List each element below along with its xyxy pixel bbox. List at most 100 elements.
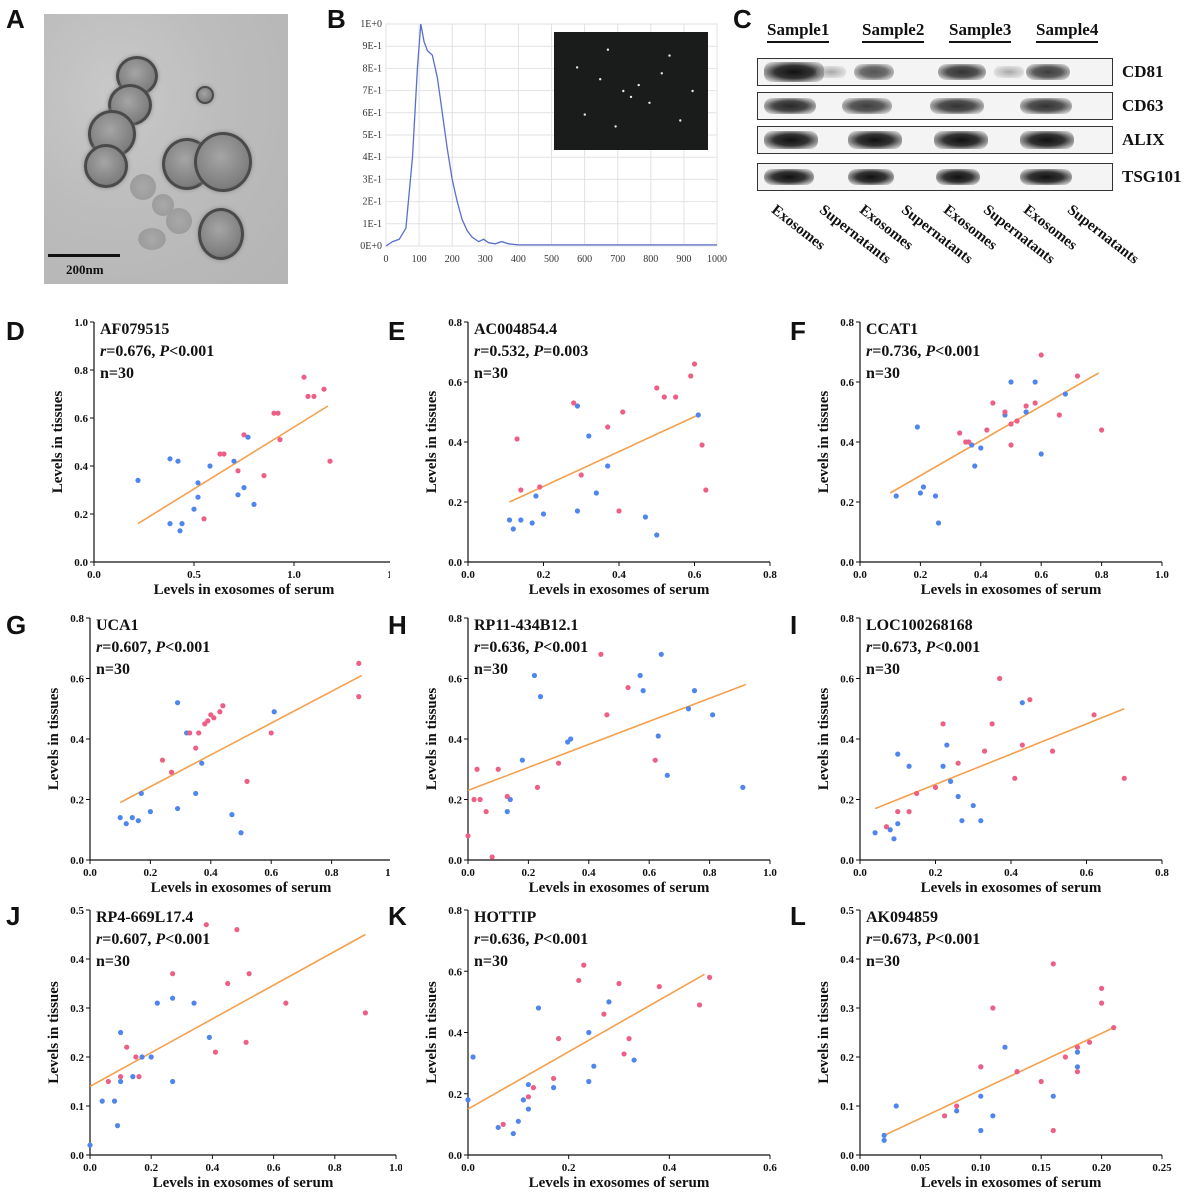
data-point-pink (220, 703, 226, 709)
y-tick-label: 4E-1 (363, 152, 382, 163)
particle-dot (668, 54, 671, 57)
data-point-blue (229, 812, 235, 818)
data-point-blue (235, 492, 241, 498)
y-tick-label: 0.0 (840, 855, 854, 867)
data-point-pink (966, 439, 972, 445)
particle-dot (679, 119, 682, 122)
faint-vesicle (130, 174, 156, 200)
data-point-pink (576, 977, 582, 984)
y-tick-label: 0.2 (448, 497, 462, 509)
y-tick-label: 0.6 (70, 674, 84, 686)
blot-band (1020, 169, 1072, 185)
blot-band (854, 64, 894, 80)
data-point-pink (1049, 748, 1056, 754)
blot-band (764, 98, 816, 114)
y-tick-label: 0.5 (70, 905, 84, 917)
x-tick-label: 0.4 (204, 867, 218, 879)
protein-label-cd63: CD63 (1122, 96, 1164, 115)
data-point-blue (935, 520, 942, 526)
correlation-stat: r=0.676, P<0.001 (100, 343, 214, 360)
y-tick-label: 0.6 (448, 674, 462, 686)
x-tick-label: 200 (445, 254, 460, 265)
sample-label-3: Sample3 (949, 20, 1012, 43)
data-point-pink (305, 393, 311, 399)
y-tick-label: 0.2 (840, 497, 854, 509)
data-point-blue (191, 1000, 197, 1006)
data-point-blue (586, 433, 592, 439)
y-tick-label: 0.4 (840, 734, 854, 746)
x-tick-label: 0.6 (642, 867, 656, 879)
scatter-chart-ccat1: 0.0 0.2 0.4 0.6 0.8 0.0 0.2 0.4 0.6 0.8 1.0 Levels … (816, 317, 1169, 598)
x-tick-label: 0.0 (461, 1162, 475, 1174)
data-point-pink (1121, 775, 1127, 781)
x-tick-label: 0.0 (461, 569, 475, 581)
data-point-pink (1086, 1039, 1093, 1045)
data-point-blue (593, 490, 599, 496)
data-point-blue (1074, 1049, 1081, 1055)
data-point-pink (957, 430, 963, 436)
data-point-blue (470, 1054, 476, 1060)
data-point-blue (515, 1118, 521, 1124)
gene-name: AC004854.4 (474, 321, 557, 338)
data-point-pink (696, 1002, 703, 1008)
data-point-blue (118, 1078, 124, 1085)
particle-dot (648, 101, 651, 105)
data-point-pink (301, 374, 307, 380)
data-point-pink (241, 432, 247, 438)
y-tick-label: 0.0 (840, 557, 854, 569)
x-tick-label: 0.4 (206, 1162, 220, 1174)
data-point-blue (510, 1130, 516, 1137)
blot-band (936, 169, 980, 185)
data-point-blue (920, 484, 927, 490)
x-tick-label: 0.4 (582, 867, 596, 879)
data-point-pink (941, 1113, 948, 1119)
y-tick-label: 0.6 (448, 377, 462, 389)
data-point-pink (556, 1036, 562, 1042)
data-point-blue (170, 995, 176, 1001)
data-point-blue (1074, 1064, 1081, 1070)
panel-label-h: H (388, 610, 407, 640)
data-point-pink (483, 809, 489, 815)
data-point-pink (954, 1103, 960, 1109)
x-tick-label: 0.4 (974, 569, 988, 581)
x-tick-label: 0.15 (1032, 1162, 1052, 1174)
data-point-pink (1023, 403, 1029, 409)
y-tick-label: 0.2 (74, 509, 88, 521)
data-point-blue (135, 477, 141, 483)
y-tick-label: 0.4 (70, 954, 84, 966)
data-point-pink (1038, 352, 1044, 358)
nta-size-distribution-chart: 0E+0 1E-1 2E-1 3E-1 4E-1 5E-1 6E-1 7E-1 8E-1 9E-1… (360, 19, 727, 265)
data-point-blue (972, 463, 978, 469)
data-point-blue (655, 733, 661, 739)
data-point-blue (990, 1113, 996, 1119)
gene-name: RP11-434B12.1 (474, 617, 578, 634)
data-point-pink (471, 796, 477, 803)
x-tick-label: 0.4 (1004, 867, 1018, 879)
y-tick-label: 0E+0 (360, 241, 382, 252)
data-point-pink (581, 962, 587, 968)
panel-label-d: D (6, 316, 25, 346)
data-point-blue (529, 520, 535, 526)
particle-dot (575, 66, 579, 69)
data-point-pink (514, 436, 520, 442)
sample-size: n=30 (100, 365, 134, 382)
y-tick-label: 0.2 (448, 1089, 462, 1101)
data-point-blue (1050, 1093, 1056, 1099)
data-point-blue (138, 790, 144, 797)
data-point-pink (244, 778, 250, 784)
y-tick-label: 0.0 (70, 855, 84, 867)
protein-label-tsg101: TSG101 (1122, 167, 1182, 186)
data-point-blue (193, 790, 199, 797)
x-tick-label: 0.4 (662, 1162, 676, 1174)
data-point-blue (241, 485, 247, 491)
data-point-blue (175, 458, 181, 464)
data-point-pink (495, 766, 501, 772)
x-tick-label: 0.8 (703, 867, 717, 879)
y-tick-label: 0.8 (840, 613, 854, 625)
sample-label-1: Sample1 (767, 20, 830, 43)
sample-size: n=30 (96, 953, 130, 970)
x-tick-label: 300 (478, 254, 493, 265)
data-point-blue (1019, 700, 1025, 706)
data-point-pink (221, 451, 227, 457)
